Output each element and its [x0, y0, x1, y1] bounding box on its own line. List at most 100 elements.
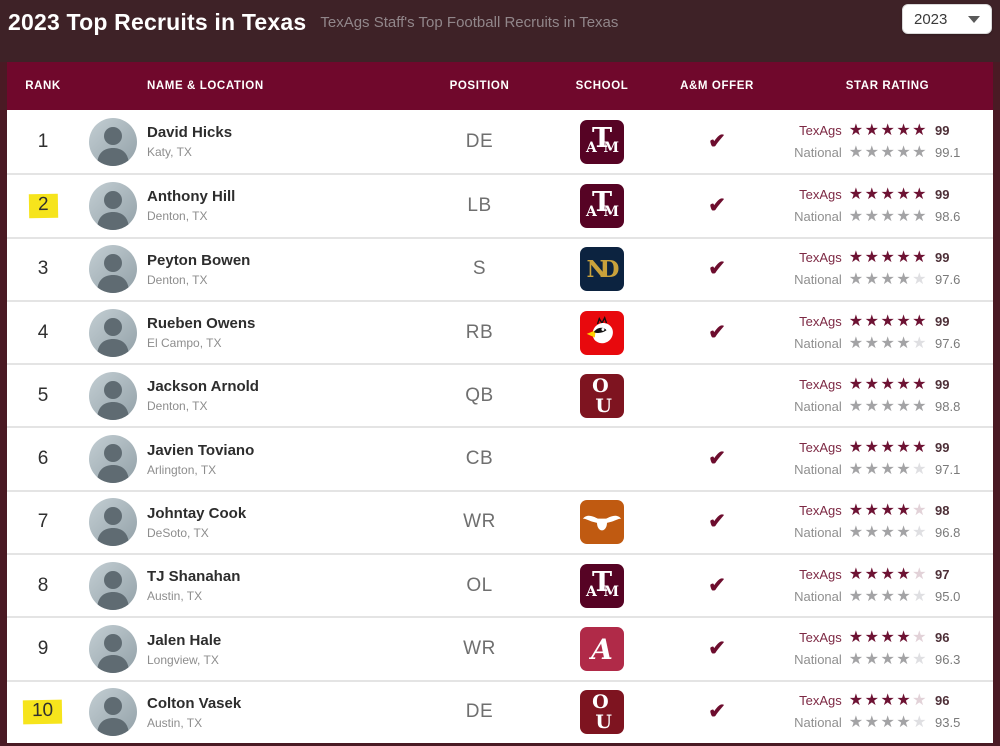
star-icon: ★ — [912, 271, 928, 289]
player-name[interactable]: Colton Vasek — [147, 694, 242, 712]
star-icon: ★ — [896, 207, 913, 225]
star-icon: ★ — [880, 185, 897, 203]
am-offer-cell: ✔ — [652, 258, 782, 280]
alabama-logo: A — [580, 627, 624, 672]
national-label: National — [794, 462, 842, 478]
rank-cell: 9 — [7, 638, 79, 660]
texags-label: TexAgs — [799, 376, 842, 392]
star-icon: ★ — [848, 249, 865, 267]
star-icon: ★ — [912, 249, 928, 267]
player-photo — [97, 570, 129, 610]
player-photo — [97, 507, 129, 547]
star-rating-cell: TexAgs ★★★★★ 96 National ★★★★★ 93.5 — [782, 691, 993, 733]
star-icon: ★ — [848, 651, 865, 669]
player-name[interactable]: David Hicks — [147, 124, 233, 142]
avatar-cell — [79, 181, 147, 230]
recruits-table: RANK NAME & LOCATION POSITION SCHOOL A&M… — [0, 62, 1000, 746]
player-photo — [97, 697, 129, 737]
texags-value: 99 — [935, 250, 950, 266]
player-location: El Campo, TX — [147, 336, 222, 351]
check-icon: ✔ — [708, 257, 726, 281]
national-label: National — [794, 272, 842, 288]
avatar[interactable] — [89, 435, 137, 484]
star-icon: ★ — [864, 524, 881, 542]
star-icon: ★ — [896, 461, 913, 479]
avatar[interactable] — [89, 245, 137, 294]
avatar-cell — [79, 435, 147, 484]
name-location-cell: Anthony Hill Denton, TX — [147, 187, 407, 224]
player-name[interactable]: Peyton Bowen — [147, 251, 251, 269]
star-icon: ★ — [864, 651, 881, 669]
texags-stars: ★★★★★ — [849, 122, 928, 139]
player-photo — [97, 634, 129, 674]
avatar[interactable] — [89, 117, 137, 166]
star-rating-cell: TexAgs ★★★★★ 99 National ★★★★★ 98.8 — [782, 375, 993, 417]
national-value: 98.6 — [935, 208, 961, 224]
player-name[interactable]: Anthony Hill — [147, 188, 236, 206]
name-location-cell: Jackson Arnold Denton, TX — [147, 377, 407, 414]
star-icon: ★ — [864, 461, 881, 479]
page-title: 2023 Top Recruits in Texas — [8, 9, 307, 35]
player-name[interactable]: Javien Toviano — [147, 441, 255, 459]
texags-label: TexAgs — [799, 250, 842, 266]
texags-value: 99 — [935, 376, 950, 392]
player-location: Austin, TX — [147, 715, 203, 730]
texags-label: TexAgs — [799, 566, 842, 582]
star-icon: ★ — [864, 397, 881, 415]
player-location: Katy, TX — [147, 145, 192, 160]
star-icon: ★ — [896, 143, 913, 161]
player-name[interactable]: TJ Shanahan — [147, 568, 241, 586]
star-icon: ★ — [912, 461, 928, 479]
player-location: Longview, TX — [147, 652, 219, 667]
year-select-dropdown[interactable]: 2023 — [902, 4, 992, 34]
national-rating-row: National ★★★★★ 97.6 — [794, 270, 967, 290]
avatar[interactable] — [89, 371, 137, 420]
school-cell: ND — [552, 247, 652, 292]
cardinal-icon — [586, 315, 613, 343]
texas-logo — [580, 500, 624, 545]
avatar[interactable] — [89, 688, 137, 737]
check-icon: ✔ — [708, 510, 726, 534]
avatar[interactable] — [89, 181, 137, 230]
texags-label: TexAgs — [799, 693, 842, 709]
national-label: National — [794, 525, 842, 541]
position-cell: QB — [465, 384, 494, 406]
rank-cell: 3 — [7, 258, 79, 280]
avatar[interactable] — [89, 308, 137, 357]
star-rating-cell: TexAgs ★★★★★ 97 National ★★★★★ 95.0 — [782, 565, 993, 607]
name-location-cell: Javien Toviano Arlington, TX — [147, 441, 407, 478]
national-value: 93.5 — [935, 715, 961, 731]
player-name[interactable]: Rueben Owens — [147, 315, 256, 333]
national-stars: ★★★★★ — [849, 143, 928, 161]
star-icon: ★ — [880, 397, 897, 415]
player-name[interactable]: Jackson Arnold — [147, 378, 259, 396]
star-icon: ★ — [896, 185, 913, 203]
star-rating-cell: TexAgs ★★★★★ 96 National ★★★★★ 96.3 — [782, 628, 993, 670]
national-label: National — [794, 652, 842, 668]
texags-stars: ★★★★★ — [849, 376, 928, 393]
rank-number-highlighted: 10 — [23, 699, 63, 725]
avatar-cell — [79, 498, 147, 547]
national-value: 98.8 — [935, 398, 961, 414]
player-name[interactable]: Jalen Hale — [147, 631, 222, 649]
col-header-school: SCHOOL — [575, 80, 629, 92]
national-label: National — [794, 588, 842, 604]
position-cell: WR — [463, 638, 496, 660]
texags-value: 96 — [935, 693, 950, 709]
star-icon: ★ — [880, 714, 897, 732]
texags-rating-row: TexAgs ★★★★★ 99 — [799, 248, 967, 268]
avatar[interactable] — [89, 498, 137, 547]
star-icon: ★ — [896, 524, 913, 542]
avatar[interactable] — [89, 561, 137, 610]
star-icon: ★ — [880, 334, 897, 352]
avatar[interactable] — [89, 625, 137, 674]
star-icon: ★ — [912, 397, 928, 415]
player-name[interactable]: Johntay Cook — [147, 504, 247, 522]
am-offer-cell: ✔ — [652, 322, 782, 344]
check-icon: ✔ — [708, 637, 726, 661]
